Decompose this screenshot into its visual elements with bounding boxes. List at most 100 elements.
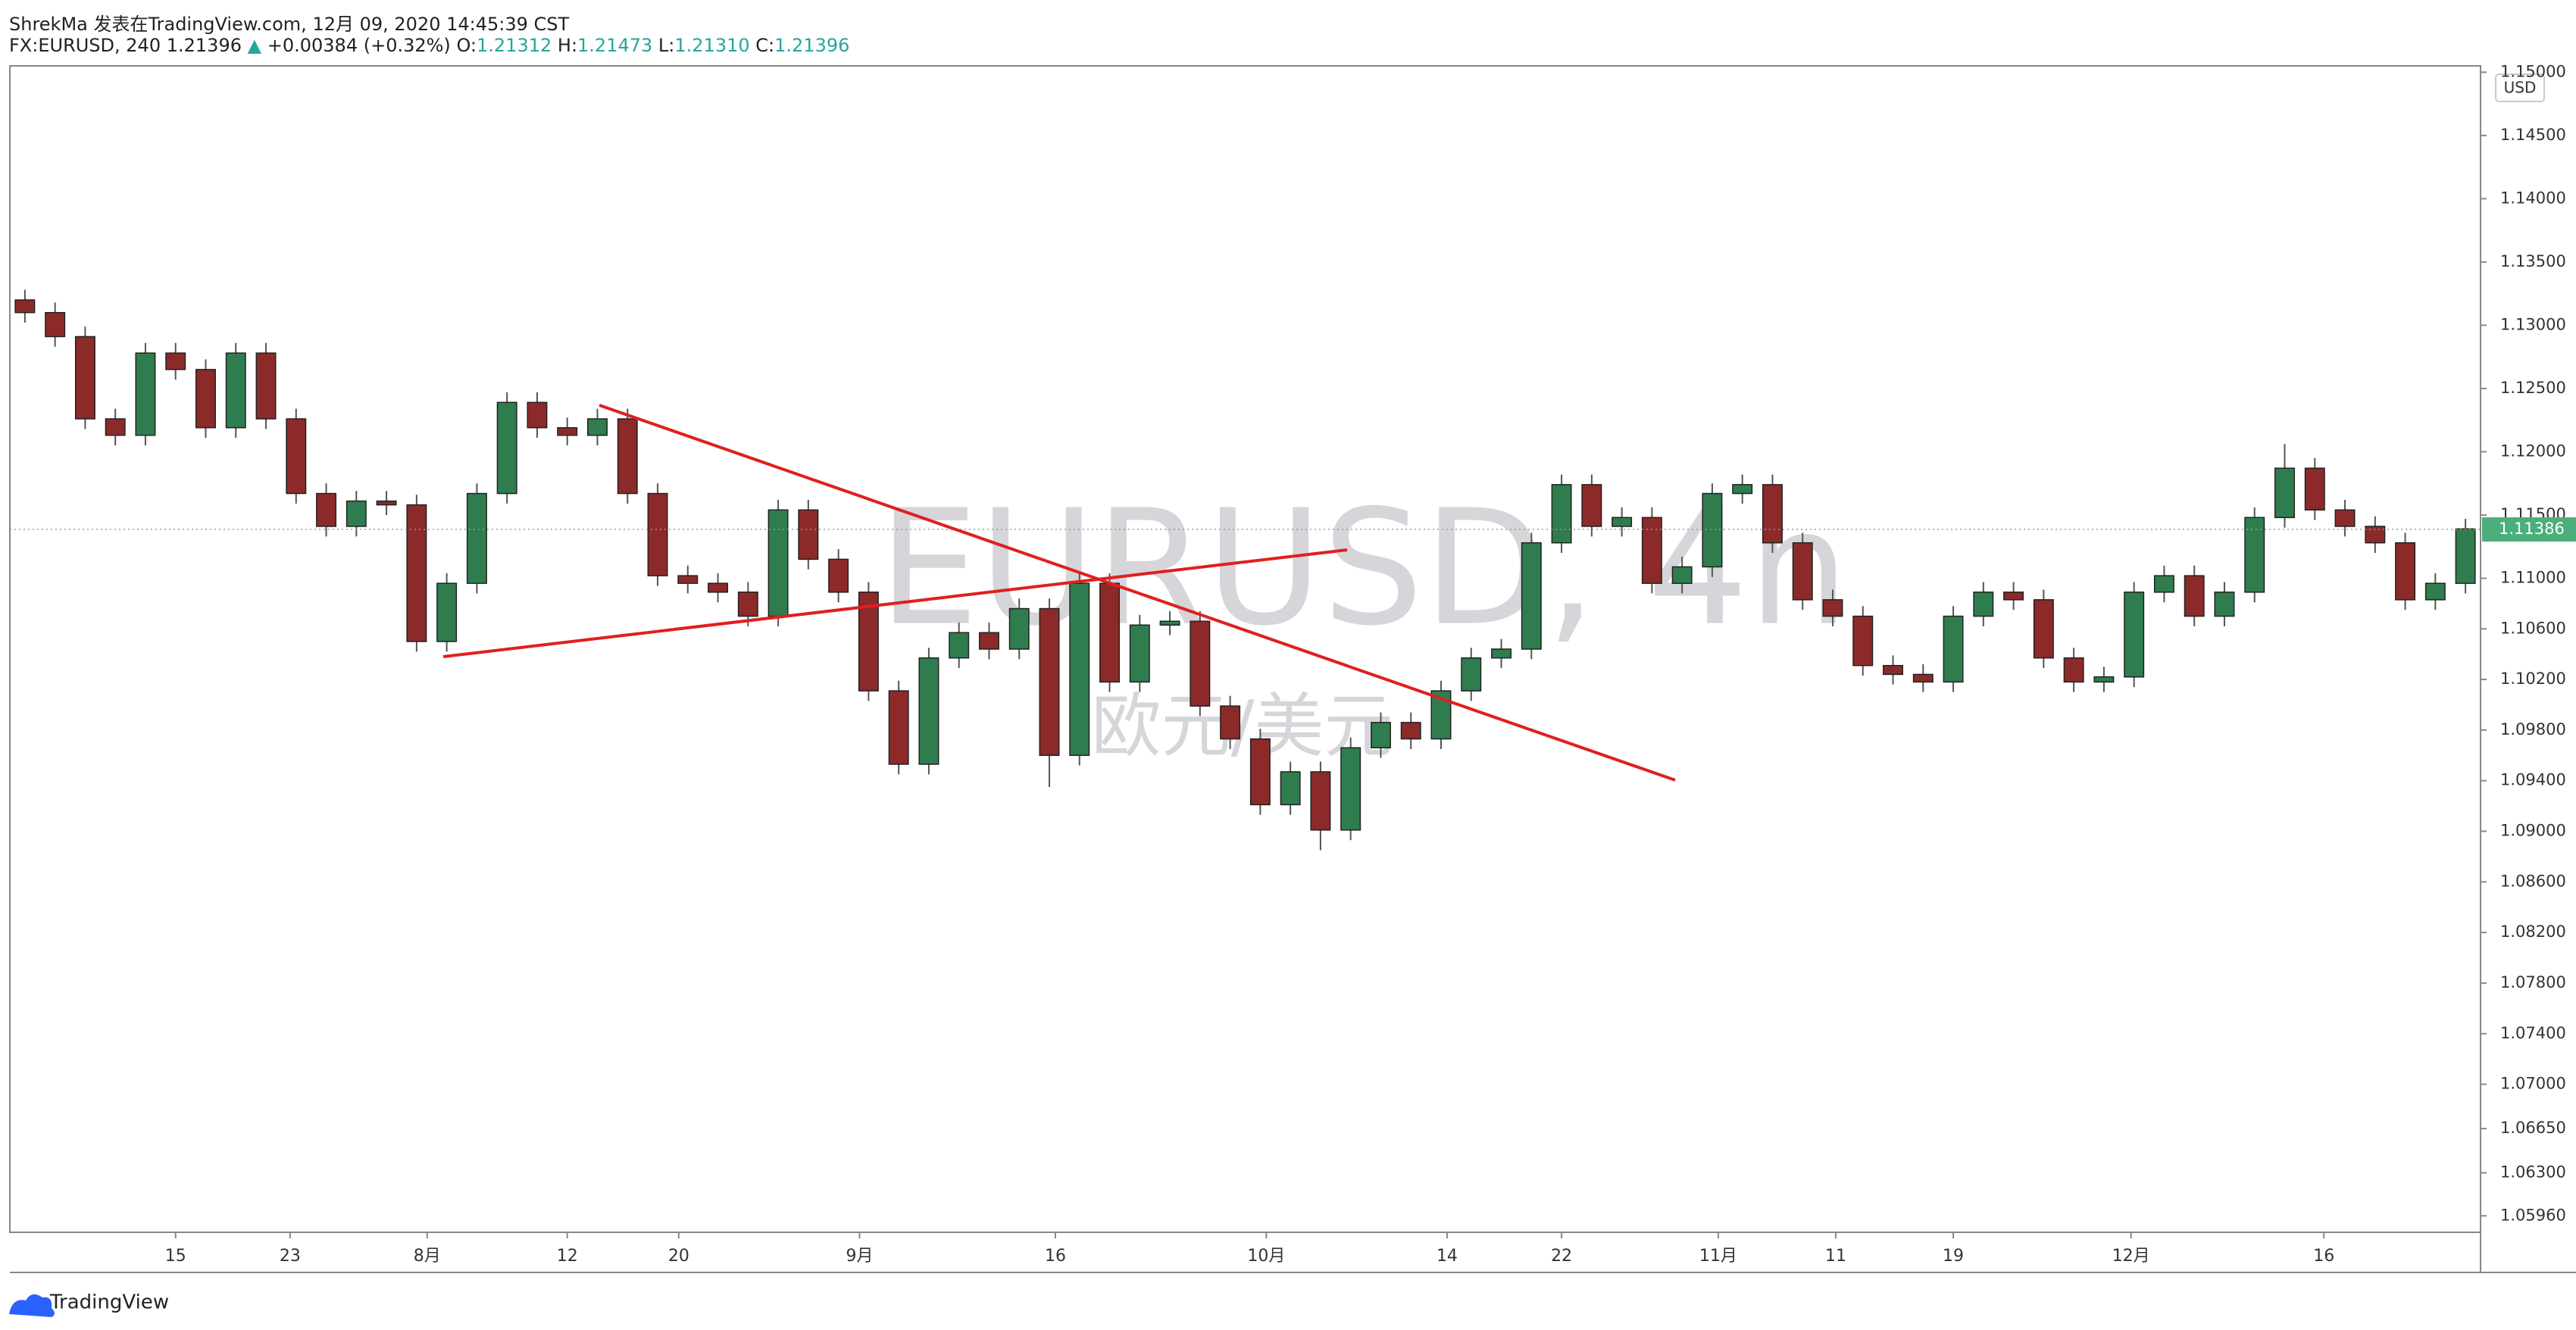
x-tick-label: 12 [557, 1247, 578, 1266]
y-tick-label: 1.12500 [2500, 379, 2566, 397]
trend-line[interactable] [442, 548, 1348, 658]
y-tick-label: 1.08200 [2500, 923, 2566, 941]
candle-body [767, 509, 789, 617]
header-line: FX:EURUSD, 240 1.21396 ▲ +0.00384 (+0.32… [9, 35, 849, 56]
candle-body [1340, 747, 1361, 831]
candle-body [2063, 657, 2084, 683]
x-tick-label: 16 [2313, 1247, 2334, 1266]
trend-line[interactable] [599, 404, 1676, 782]
currency-box [2495, 73, 2545, 102]
candle-body [527, 401, 548, 429]
ohlc-value: 1.21473 [577, 35, 653, 56]
y-tick-label: 1.07800 [2500, 973, 2566, 991]
candle-body [1400, 722, 1421, 740]
candle-body [2214, 592, 2235, 617]
candle-body [2424, 582, 2446, 601]
y-tick-label: 1.15000 [2500, 62, 2566, 80]
candle-body [2304, 467, 2325, 511]
candle-body [557, 426, 578, 436]
candle-body [165, 352, 186, 370]
brand-logo [9, 1294, 55, 1317]
candle-body [406, 504, 427, 642]
x-tick-label: 12月 [2112, 1247, 2150, 1266]
candle-body [2033, 599, 2054, 659]
candle-body [1641, 517, 1662, 584]
y-tick-label: 1.07400 [2500, 1024, 2566, 1042]
y-tick-label: 1.06650 [2500, 1119, 2566, 1137]
candle-body [888, 690, 909, 765]
price: 1.21396 [166, 35, 242, 56]
candle-body [1943, 615, 1964, 683]
candle-body [225, 352, 246, 429]
y-tick-label: 1.13500 [2500, 252, 2566, 270]
last-price-box [2482, 517, 2576, 542]
candle-body [1762, 484, 1783, 544]
candle-body [1581, 484, 1602, 527]
candle-body [1822, 599, 1843, 617]
candle-body [677, 575, 699, 584]
y-tick-label: 1.09000 [2500, 822, 2566, 840]
y-tick-label: 1.06300 [2500, 1163, 2566, 1181]
candle-body [798, 509, 819, 560]
candle-body [135, 352, 156, 436]
x-tick-label: 9月 [846, 1247, 873, 1266]
candle-body [2244, 517, 2265, 593]
candle-body [978, 632, 999, 650]
y-tick-label: 1.14000 [2500, 189, 2566, 207]
candle-body [2455, 528, 2476, 584]
candle-body [496, 401, 517, 495]
candle-body [737, 592, 758, 617]
candle-body [1732, 484, 1753, 495]
y-tick-label: 1.09800 [2500, 720, 2566, 738]
candle-body [1671, 566, 1693, 584]
candle-body [436, 582, 458, 642]
candle-body [1008, 607, 1030, 650]
candle-body [14, 299, 36, 314]
candle-body [617, 418, 638, 495]
candle-body [1190, 620, 1211, 707]
x-tick-label: 19 [1943, 1247, 1964, 1266]
x-tick-label: 16 [1045, 1247, 1066, 1266]
candle-body [1039, 607, 1060, 757]
symbol: FX:EURUSD, 240 [9, 35, 161, 56]
candle-body [45, 311, 66, 338]
x-tick-label: 10月 [1247, 1247, 1285, 1266]
candle-body [1069, 582, 1090, 757]
candle-body [316, 492, 337, 527]
up-arrow: ▲ [247, 35, 262, 56]
candle-body [1280, 771, 1301, 806]
candle-body [1612, 517, 1633, 527]
y-tick-label: 1.12000 [2500, 442, 2566, 460]
candle-body [1702, 492, 1723, 568]
candle-body [1099, 582, 1121, 683]
header-line: ShrekMa 发表在TradingView.com, 12月 09, 2020… [9, 9, 569, 36]
candle-body [195, 369, 216, 429]
y-tick-label: 1.10600 [2500, 619, 2566, 637]
x-tick-label: 23 [280, 1247, 301, 1266]
candle-body [1852, 615, 1874, 667]
candle-body [2093, 676, 2115, 683]
ohlc-key: C: [755, 35, 775, 56]
candle-body [708, 582, 729, 593]
y-tick-label: 1.08600 [2500, 872, 2566, 890]
candle-body [2124, 592, 2145, 678]
candle-body [1129, 624, 1150, 683]
candle-body [2395, 542, 2416, 601]
x-tick-label: 15 [165, 1247, 186, 1266]
x-tick-label: 20 [668, 1247, 689, 1266]
candle-body [1159, 620, 1180, 626]
candle-body [1521, 542, 1542, 650]
candle-body [1912, 673, 1934, 683]
x-tick-label: 22 [1551, 1247, 1572, 1266]
y-tick-label: 1.05960 [2500, 1206, 2566, 1224]
candle-body [1220, 705, 1241, 740]
candle-body [2365, 526, 2386, 544]
candle-body [1792, 542, 1813, 601]
last-price-label: 1.11386 [2499, 520, 2565, 538]
candle-body [1551, 484, 1572, 544]
candle-body [2003, 592, 2024, 601]
ohlc-value: 1.21396 [774, 35, 850, 56]
candle-body [1310, 771, 1331, 831]
candle-body [286, 418, 307, 495]
